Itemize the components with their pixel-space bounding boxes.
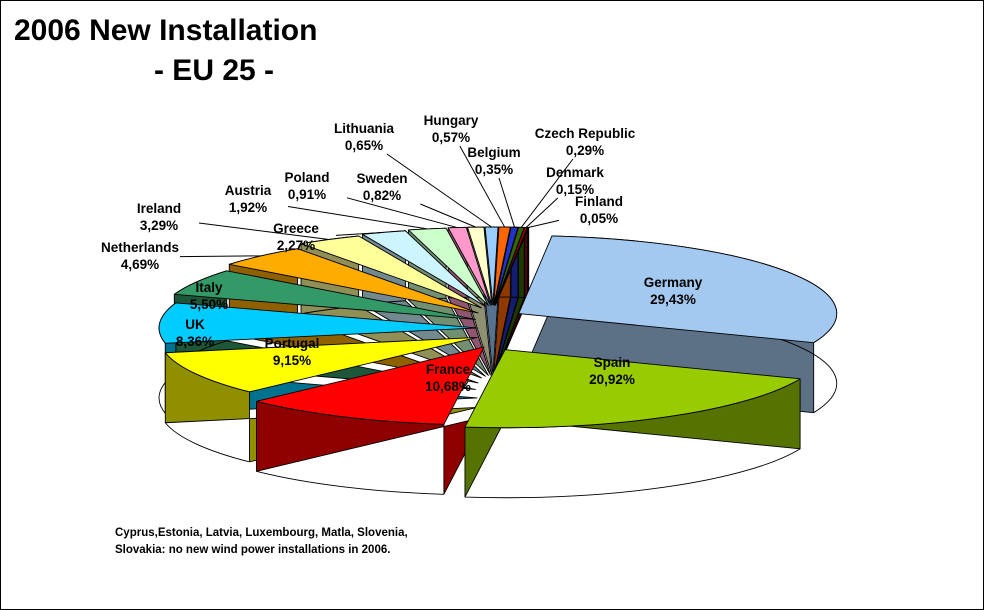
pie-slice-greece (362, 230, 486, 307)
leader-line-czech-republic (520, 158, 574, 228)
pie-slice-uk (158, 302, 478, 344)
footnote-line2: Slovakia: no new wind power installation… (115, 544, 391, 556)
leader-line-ireland (198, 222, 330, 240)
leader-line-hungary (459, 145, 506, 228)
pie-slice-netherlands (228, 248, 479, 314)
pie-slice-germany (518, 235, 838, 344)
leader-line-denmark (525, 197, 559, 228)
pie-slice-poland (447, 226, 491, 306)
leader-line-netherlands (179, 255, 262, 258)
chart-title-line2: - EU 25 - (153, 54, 275, 87)
pie-slice-italy (173, 270, 476, 320)
leader-line-belgium (498, 177, 515, 228)
pie-slice-lithuania (484, 226, 499, 306)
leader-line-sweden (420, 203, 476, 228)
pie-slice-spain (464, 349, 801, 429)
pie-slice-portugal (164, 336, 478, 393)
pie-slice-ireland (300, 235, 482, 309)
footnote-line1: Cyprus,Estonia, Latvia, Luxembourg, Matl… (115, 527, 408, 539)
leader-line-austria (287, 205, 428, 230)
chart-title-line1: 2006 New Installation (14, 14, 318, 47)
leader-line-greece (335, 231, 384, 236)
leader-line-finland (528, 219, 560, 229)
leader-line-poland (346, 197, 458, 229)
pie-slice-france (256, 346, 485, 425)
pie-slice-austria (408, 227, 489, 306)
leader-line-lithuania (386, 153, 492, 228)
